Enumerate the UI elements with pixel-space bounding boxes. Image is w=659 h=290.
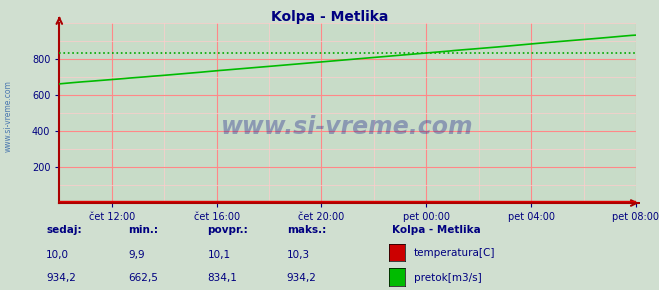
Text: 10,1: 10,1 — [208, 250, 231, 260]
Text: 662,5: 662,5 — [129, 273, 158, 283]
Text: 10,0: 10,0 — [46, 250, 69, 260]
Text: temperatura[C]: temperatura[C] — [414, 248, 496, 258]
Text: 10,3: 10,3 — [287, 250, 310, 260]
Text: sedaj:: sedaj: — [46, 225, 82, 235]
Text: 834,1: 834,1 — [208, 273, 237, 283]
Text: Kolpa - Metlika: Kolpa - Metlika — [392, 225, 481, 235]
Text: pretok[m3/s]: pretok[m3/s] — [414, 273, 482, 282]
Text: www.si-vreme.com: www.si-vreme.com — [3, 80, 13, 152]
Text: maks.:: maks.: — [287, 225, 326, 235]
Text: 934,2: 934,2 — [46, 273, 76, 283]
Text: 934,2: 934,2 — [287, 273, 316, 283]
Text: 9,9: 9,9 — [129, 250, 145, 260]
Text: www.si-vreme.com: www.si-vreme.com — [221, 115, 474, 139]
Text: povpr.:: povpr.: — [208, 225, 248, 235]
Text: Kolpa - Metlika: Kolpa - Metlika — [271, 10, 388, 24]
Text: min.:: min.: — [129, 225, 159, 235]
